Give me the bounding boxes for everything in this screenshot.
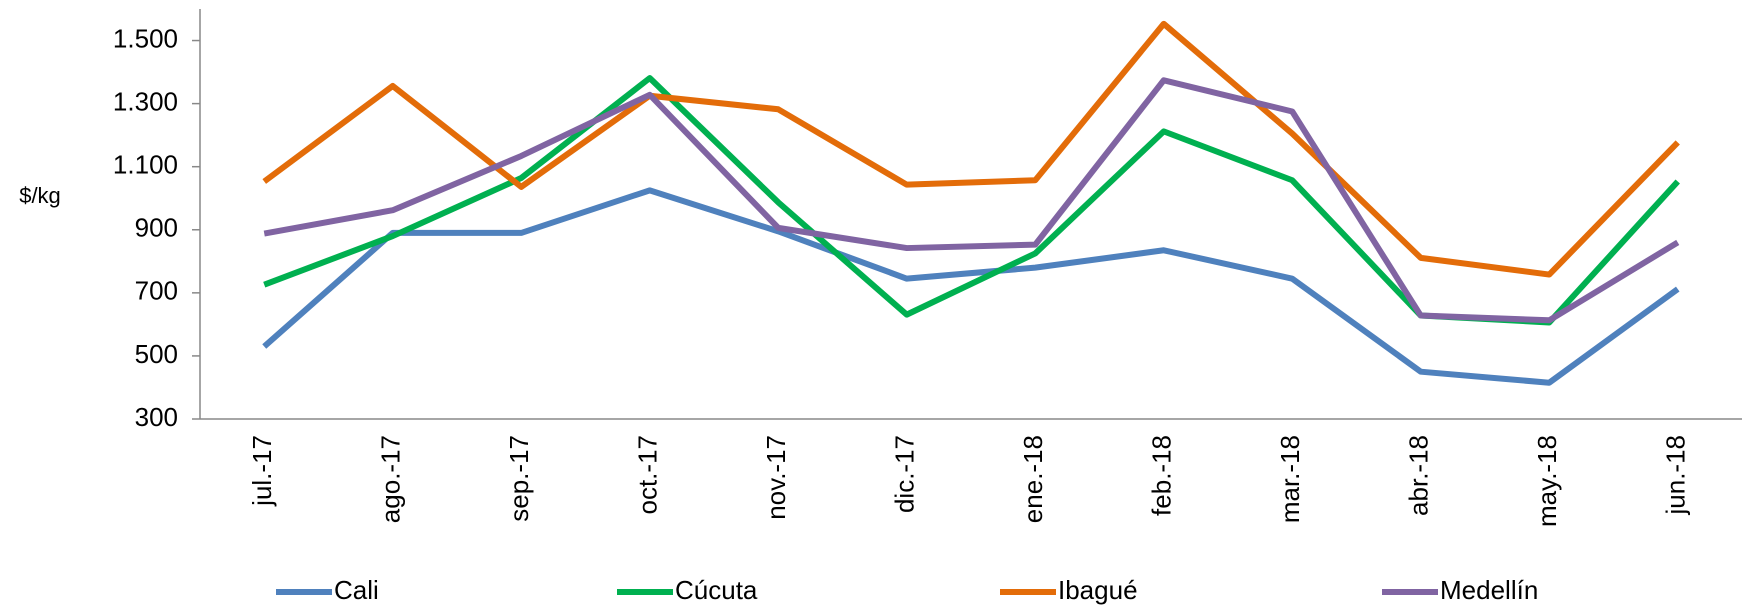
y-tick-label: 1.100 bbox=[113, 150, 178, 180]
legend-label: Cali bbox=[334, 575, 379, 605]
y-tick-label: 500 bbox=[135, 339, 178, 369]
x-tick-label: may.-18 bbox=[1532, 435, 1562, 527]
x-tick-label: jul.-17 bbox=[247, 435, 277, 507]
series-line bbox=[263, 75, 1680, 326]
legend-label: Medellín bbox=[1440, 575, 1538, 605]
y-tick-label: 1.500 bbox=[113, 23, 178, 53]
x-tick-label: ago.-17 bbox=[376, 435, 406, 523]
x-tick-label: abr.-18 bbox=[1404, 435, 1434, 516]
legend-label: Ibagué bbox=[1058, 575, 1138, 605]
x-tick-label: sep.-17 bbox=[504, 435, 534, 522]
x-tick-label: jun.-18 bbox=[1661, 435, 1691, 516]
x-tick-label: mar.-18 bbox=[1275, 435, 1305, 523]
y-tick-label: 700 bbox=[135, 276, 178, 306]
x-tick-label: dic.-17 bbox=[890, 435, 920, 513]
series-line bbox=[262, 187, 1680, 386]
y-tick-label: 1.300 bbox=[113, 86, 178, 116]
x-tick-label: oct.-17 bbox=[633, 435, 663, 515]
x-tick-label: nov.-17 bbox=[761, 435, 791, 520]
legend-label: Cúcuta bbox=[675, 575, 758, 605]
series-line bbox=[262, 20, 1680, 278]
series-line bbox=[263, 77, 1680, 324]
y-tick-label: 300 bbox=[135, 402, 178, 432]
x-tick-label: feb.-18 bbox=[1147, 435, 1177, 516]
y-tick-label: 900 bbox=[135, 213, 178, 243]
x-tick-label: ene.-18 bbox=[1018, 435, 1048, 523]
y-axis-label: $/kg bbox=[19, 183, 61, 208]
